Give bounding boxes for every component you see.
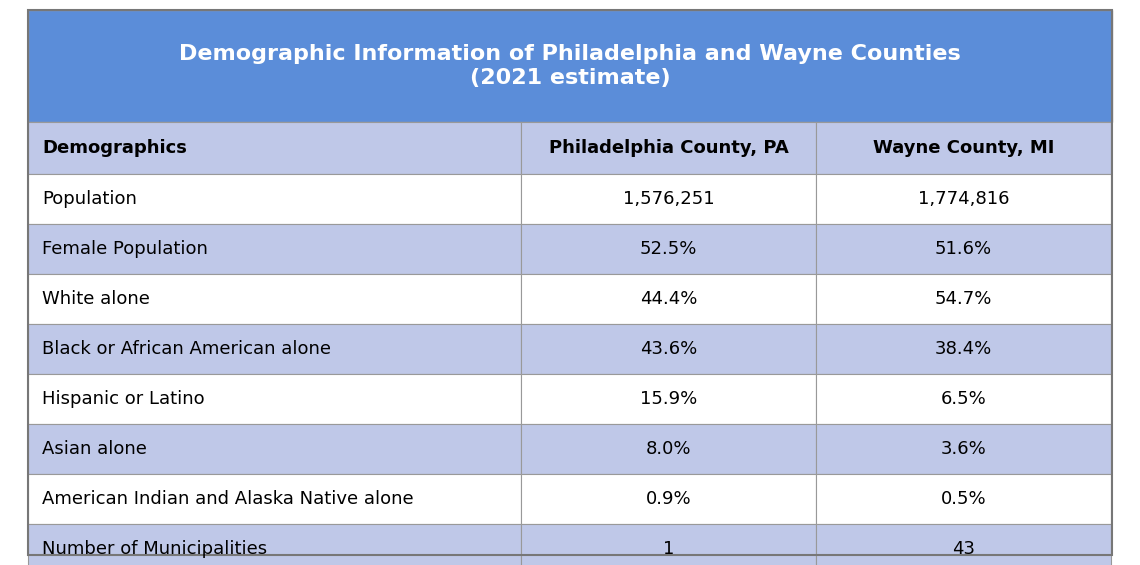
Bar xyxy=(816,474,1110,524)
Text: 43.6%: 43.6% xyxy=(640,340,698,358)
Text: 51.6%: 51.6% xyxy=(935,240,992,258)
Bar xyxy=(816,174,1110,224)
Text: Female Population: Female Population xyxy=(42,240,207,258)
Bar xyxy=(816,122,1110,174)
Bar xyxy=(28,524,521,565)
Bar xyxy=(521,224,816,274)
Bar xyxy=(521,474,816,524)
Text: 52.5%: 52.5% xyxy=(640,240,698,258)
Text: 1,774,816: 1,774,816 xyxy=(918,190,1009,208)
Bar xyxy=(521,424,816,474)
Text: Black or African American alone: Black or African American alone xyxy=(42,340,331,358)
Bar xyxy=(28,224,521,274)
Bar xyxy=(521,524,816,565)
Bar xyxy=(28,424,521,474)
Bar xyxy=(28,174,521,224)
Text: 6.5%: 6.5% xyxy=(940,390,986,408)
Text: 38.4%: 38.4% xyxy=(935,340,992,358)
Bar xyxy=(521,374,816,424)
Bar xyxy=(28,324,521,374)
Text: Asian alone: Asian alone xyxy=(42,440,147,458)
Text: 43: 43 xyxy=(952,540,975,558)
Text: White alone: White alone xyxy=(42,290,149,308)
Text: 1,576,251: 1,576,251 xyxy=(622,190,715,208)
Text: 15.9%: 15.9% xyxy=(640,390,698,408)
Text: Hispanic or Latino: Hispanic or Latino xyxy=(42,390,204,408)
Bar xyxy=(28,474,521,524)
Bar xyxy=(521,274,816,324)
Bar xyxy=(816,274,1110,324)
Text: Population: Population xyxy=(42,190,137,208)
Text: 0.5%: 0.5% xyxy=(940,490,986,508)
Bar xyxy=(28,122,521,174)
Text: Wayne County, MI: Wayne County, MI xyxy=(873,139,1054,157)
Bar xyxy=(816,224,1110,274)
Text: 44.4%: 44.4% xyxy=(640,290,698,308)
Bar xyxy=(816,524,1110,565)
Text: Demographics: Demographics xyxy=(42,139,187,157)
Text: Number of Municipalities: Number of Municipalities xyxy=(42,540,267,558)
Text: American Indian and Alaska Native alone: American Indian and Alaska Native alone xyxy=(42,490,414,508)
Bar xyxy=(521,174,816,224)
Bar xyxy=(28,274,521,324)
Text: 54.7%: 54.7% xyxy=(935,290,992,308)
Text: Demographic Information of Philadelphia and Wayne Counties
(2021 estimate): Demographic Information of Philadelphia … xyxy=(179,45,961,88)
Bar xyxy=(816,324,1110,374)
Bar xyxy=(816,424,1110,474)
Bar xyxy=(521,122,816,174)
Text: 1: 1 xyxy=(663,540,675,558)
Text: 0.9%: 0.9% xyxy=(646,490,692,508)
Text: 8.0%: 8.0% xyxy=(646,440,691,458)
Bar xyxy=(816,374,1110,424)
Text: 3.6%: 3.6% xyxy=(940,440,986,458)
Bar xyxy=(28,374,521,424)
Bar xyxy=(521,324,816,374)
Bar xyxy=(28,10,1112,122)
Text: Philadelphia County, PA: Philadelphia County, PA xyxy=(548,139,789,157)
